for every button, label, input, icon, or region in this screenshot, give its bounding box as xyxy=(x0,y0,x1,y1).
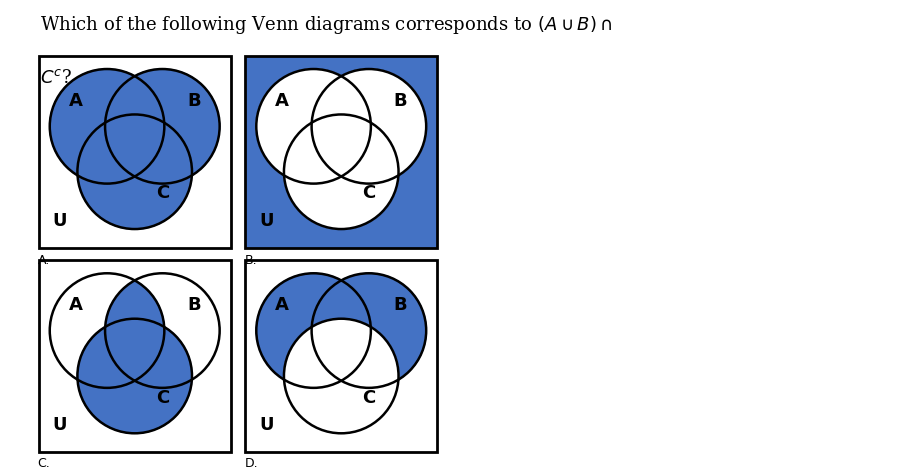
Text: A.: A. xyxy=(38,254,50,267)
Text: A: A xyxy=(68,296,83,314)
Text: C: C xyxy=(155,389,169,407)
Circle shape xyxy=(49,273,164,388)
Text: B.: B. xyxy=(244,254,257,267)
Text: A: A xyxy=(275,296,289,314)
Text: U: U xyxy=(259,417,273,435)
Circle shape xyxy=(256,273,371,388)
Text: C: C xyxy=(155,184,169,202)
Text: D.: D. xyxy=(244,457,258,470)
Text: U: U xyxy=(52,417,66,435)
Circle shape xyxy=(105,69,220,184)
Circle shape xyxy=(312,273,427,388)
Text: B: B xyxy=(393,92,408,110)
Text: A: A xyxy=(68,92,83,110)
Text: Which of the following Venn diagrams corresponds to $(A\cup B)\cap$: Which of the following Venn diagrams cor… xyxy=(40,14,613,36)
Circle shape xyxy=(284,319,399,433)
Text: A: A xyxy=(275,92,289,110)
Text: C: C xyxy=(362,184,375,202)
Text: $C^c$?: $C^c$? xyxy=(40,69,73,87)
Text: C.: C. xyxy=(38,457,50,470)
Circle shape xyxy=(284,114,399,229)
Circle shape xyxy=(77,319,192,433)
Text: B: B xyxy=(393,296,408,314)
Circle shape xyxy=(49,69,164,184)
Text: U: U xyxy=(259,212,273,230)
Circle shape xyxy=(312,69,427,184)
Text: C: C xyxy=(362,389,375,407)
Text: U: U xyxy=(52,212,66,230)
Circle shape xyxy=(77,114,192,229)
Text: B: B xyxy=(187,92,201,110)
Circle shape xyxy=(256,69,371,184)
Text: B: B xyxy=(187,296,201,314)
